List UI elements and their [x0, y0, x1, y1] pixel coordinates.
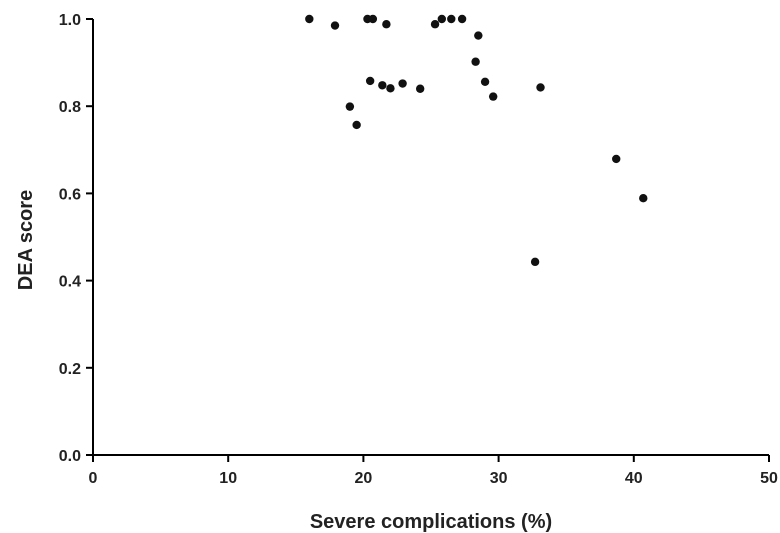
- y-tick-label: 0.8: [59, 99, 81, 116]
- y-tick-label: 0.0: [59, 448, 81, 465]
- data-point: [612, 154, 621, 164]
- data-point: [352, 120, 361, 130]
- y-tick-label: 0.6: [59, 186, 81, 203]
- data-point: [471, 57, 480, 66]
- y-tick-label: 1.0: [59, 12, 81, 29]
- data-point: [415, 84, 425, 93]
- ticks: 0 10 20 30 40 50 0.0 0.2 0.4 0.6 0.8 1.0: [59, 12, 778, 487]
- data-points: [305, 14, 648, 267]
- data-point: [447, 14, 456, 24]
- data-point: [536, 83, 545, 92]
- data-point: [457, 14, 467, 24]
- data-point: [437, 14, 447, 24]
- data-point: [639, 193, 648, 203]
- x-tick-label: 10: [219, 470, 237, 487]
- x-tick-label: 30: [490, 470, 508, 487]
- x-tick-label: 20: [355, 470, 373, 487]
- y-tick-label: 0.4: [59, 274, 81, 291]
- data-point: [488, 92, 498, 101]
- x-axis-title: Severe complications (%): [310, 511, 552, 533]
- data-point: [430, 20, 440, 29]
- data-point: [368, 14, 378, 24]
- data-point: [365, 76, 375, 86]
- y-axis-title: DEA score: [15, 190, 37, 290]
- x-tick-label: 50: [760, 470, 778, 487]
- axes: [92, 19, 769, 456]
- data-point: [480, 77, 490, 86]
- data-point: [382, 20, 391, 29]
- data-point: [378, 81, 387, 90]
- y-tick-label: 0.2: [59, 361, 81, 378]
- x-tick-label: 0: [89, 470, 98, 487]
- x-tick-label: 40: [625, 470, 643, 487]
- data-point: [345, 102, 355, 111]
- data-point: [474, 31, 483, 40]
- data-point: [530, 257, 540, 267]
- data-point: [386, 84, 395, 93]
- data-point: [330, 21, 340, 30]
- data-point: [305, 14, 314, 24]
- data-point: [398, 79, 407, 88]
